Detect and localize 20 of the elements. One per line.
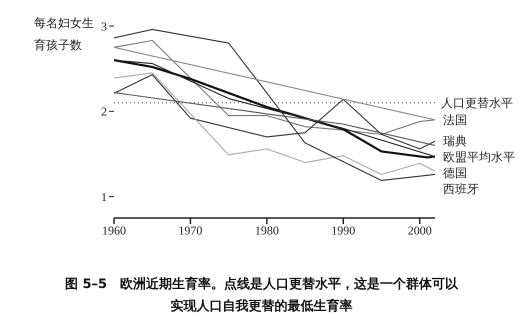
- line-series: [114, 92, 435, 146]
- ref-line-label: 人口更替水平: [441, 96, 513, 110]
- x-tick-label: 1960: [102, 224, 126, 238]
- x-tick-label: 2000: [408, 224, 432, 238]
- x-tick-label: 1990: [331, 224, 356, 238]
- y-axis-title: 每名妇女生育孩子数: [34, 15, 95, 54]
- y-tick-label: 2: [101, 104, 107, 119]
- line-series: [114, 72, 435, 176]
- x-tick-label: 1980: [254, 224, 279, 238]
- line-series: [114, 28, 435, 182]
- y-tick-label: 1: [101, 190, 107, 204]
- y-tick-label: 3: [101, 19, 107, 34]
- series-label: 法国: [443, 112, 467, 127]
- series-label: 德国: [443, 166, 467, 180]
- series-label: 西班牙: [443, 182, 479, 196]
- x-tick-label: 1970: [178, 224, 202, 238]
- series-label: 瑞典: [443, 134, 467, 148]
- line-series: [114, 40, 435, 135]
- series-label: 欧盟平均水平: [443, 150, 515, 164]
- caption: 图 5–5 欧洲近期生育率。点线是人口更替水平，这是一个群体可以实现人口自我更替的最低生育率: [64, 276, 460, 316]
